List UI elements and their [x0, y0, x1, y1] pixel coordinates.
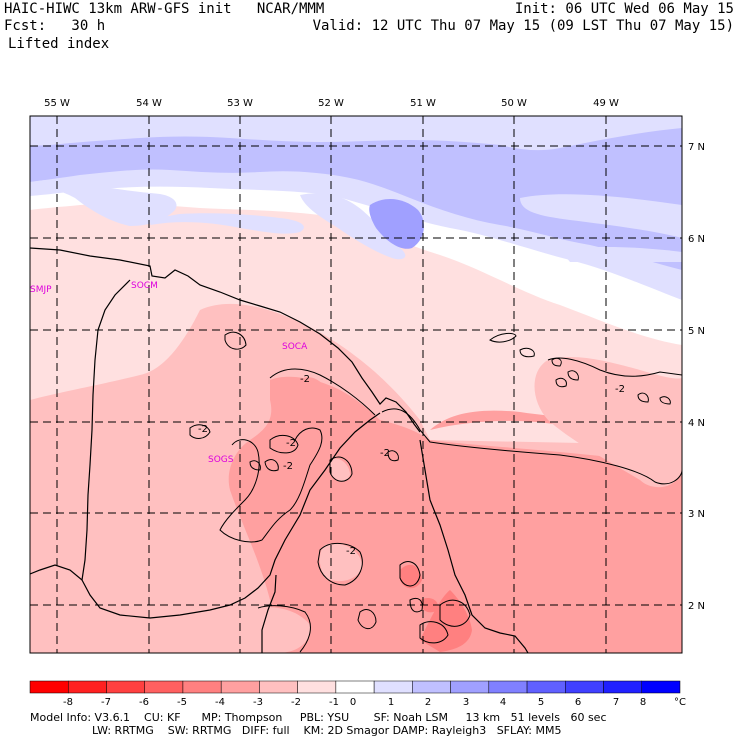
colorbar-swatch [335, 680, 375, 694]
lat-label: 5 N [688, 326, 705, 337]
colorbar-label: -2 [291, 697, 301, 708]
lon-label: 54 W [136, 98, 162, 109]
colorbar-swatch [641, 680, 681, 694]
latlon-grid [30, 116, 682, 653]
station-labels: SMJP SOCM SOCA SOGS [30, 281, 308, 465]
contour-label: -2 [286, 438, 296, 449]
colorbar-swatch [488, 680, 528, 694]
lon-label: 52 W [318, 98, 344, 109]
model-info-line1: Model Info: V3.6.1 CU: KF MP: Thompson P… [30, 711, 607, 724]
station-label: SMJP [30, 285, 52, 295]
colorbar-labels: -8 -7 -6 -5 -4 -3 -2 -1 0 1 2 3 4 5 6 7 … [63, 697, 686, 708]
lon-label: 55 W [44, 98, 70, 109]
lat-label: 6 N [688, 234, 705, 245]
lat-label: 3 N [688, 509, 705, 520]
colorbar-swatch [297, 680, 337, 694]
contour-label: -2 [198, 424, 208, 435]
colorbar-swatch [259, 680, 298, 694]
colorbar-swatch [182, 680, 222, 694]
longitude-labels: 55 W 54 W 53 W 52 W 51 W 50 W 49 W [44, 98, 619, 109]
colorbar-label: 4 [500, 697, 506, 708]
lon-label: 50 W [501, 98, 527, 109]
forecast-hour: Fcst: 30 h [4, 18, 106, 34]
contour-label: -2 [615, 384, 625, 395]
station-label: SOGS [208, 455, 234, 465]
coastline [30, 247, 529, 653]
lat-label: 4 N [688, 418, 705, 429]
lon-label: 51 W [410, 98, 436, 109]
lat-label: 7 N [688, 142, 705, 153]
colorbar-swatch [412, 680, 451, 694]
valid-time: Valid: 12 UTC Thu 07 May 15 (09 LST Thu … [312, 18, 734, 34]
colorbar-swatch [373, 680, 413, 694]
shaded-field [30, 116, 682, 653]
colorbar-label: -3 [253, 697, 263, 708]
colorbar-label: -1 [329, 697, 339, 708]
colorbar-label: 5 [538, 697, 544, 708]
colorbar-swatch [106, 680, 145, 694]
init-time: Init: 06 UTC Wed 06 May 15 [514, 1, 734, 17]
contour-label: -2 [283, 461, 293, 472]
map-frame [29, 115, 683, 654]
colorbar-swatch [526, 680, 566, 694]
colorbar-label: 1 [388, 697, 394, 708]
colorbar-label: -5 [177, 697, 187, 708]
station-label: SOCM [131, 281, 158, 291]
colorbar-label: 7 [613, 697, 619, 708]
model-title: HAIC-HIWC 13km ARW-GFS init NCAR/MMM [4, 1, 325, 17]
field-name: Lifted index [8, 36, 110, 52]
contour-label: -2 [380, 448, 390, 459]
colorbar-label: 2 [425, 697, 431, 708]
contour-labels: -2 -2 -2 -2 -2 -2 -2 [198, 374, 625, 557]
lon-label: 53 W [227, 98, 253, 109]
model-info-line2: LW: RRTMG SW: RRTMG DIFF: full KM: 2D Sm… [92, 724, 562, 737]
colorbar-swatch [565, 680, 604, 694]
contour-label: -2 [300, 374, 310, 385]
colorbar-label: 3 [463, 697, 469, 708]
colorbar-label: 0 [350, 697, 356, 708]
colorbar [29, 680, 681, 694]
colorbar-swatch [220, 680, 260, 694]
colorbar-unit: °C [674, 697, 686, 708]
lat-label: 2 N [688, 601, 705, 612]
colorbar-swatch [29, 680, 69, 694]
colorbar-label: -4 [215, 697, 225, 708]
colorbar-label: -8 [63, 697, 73, 708]
colorbar-swatch [144, 680, 184, 694]
colorbar-label: 6 [575, 697, 581, 708]
latitude-labels: 7 N 6 N 5 N 4 N 3 N 2 N [688, 142, 705, 612]
colorbar-label: 8 [640, 697, 646, 708]
station-label: SOCA [282, 342, 308, 352]
colorbar-label: -6 [139, 697, 149, 708]
colorbar-swatch [603, 680, 643, 694]
colorbar-swatch [450, 680, 490, 694]
colorbar-label: -7 [101, 697, 111, 708]
colorbar-swatch [67, 680, 107, 694]
contour-label: -2 [346, 546, 356, 557]
contours [189, 331, 682, 653]
lon-label: 49 W [593, 98, 619, 109]
